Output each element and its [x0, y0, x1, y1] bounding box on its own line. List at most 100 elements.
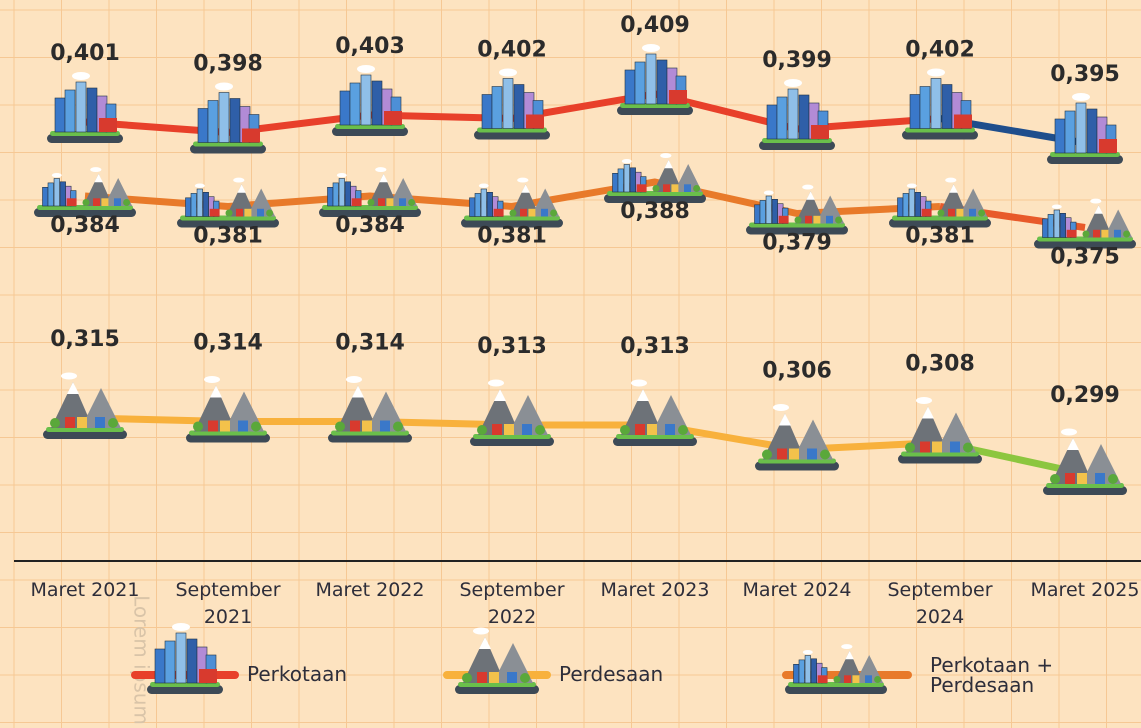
icon-building	[818, 675, 828, 683]
icon-building	[799, 95, 809, 139]
icon-house	[805, 216, 812, 224]
icon-tree	[835, 217, 842, 224]
data-point-icon	[319, 167, 421, 217]
x-tick-label: Maret 2022	[308, 577, 432, 604]
icon-house	[65, 417, 75, 428]
icon-house	[1093, 230, 1100, 238]
icon-house	[362, 421, 372, 432]
icon-building	[199, 669, 217, 683]
icon-cloud	[499, 69, 517, 77]
icon-cloud	[61, 373, 77, 380]
value-label: 0,402	[477, 38, 547, 63]
data-point-icon	[1047, 93, 1123, 164]
icon-building	[65, 90, 75, 132]
icon-snow	[521, 184, 529, 192]
icon-house	[541, 209, 548, 217]
icon-building	[481, 189, 487, 217]
icon-cloud	[346, 376, 362, 383]
icon-cloud	[1061, 429, 1077, 436]
icon-house	[504, 424, 514, 435]
value-label: 0,381	[477, 224, 547, 249]
icon-tree	[938, 210, 945, 217]
icon-building	[210, 209, 220, 217]
icon-tree	[83, 199, 90, 206]
icon-building	[503, 79, 513, 129]
value-label: 0,401	[50, 41, 120, 66]
icon-house	[101, 198, 108, 206]
icon-snow	[494, 389, 506, 401]
legend-icon	[147, 623, 223, 694]
icon-building	[99, 118, 117, 132]
icon-snow	[352, 386, 364, 398]
icon-building	[772, 199, 778, 223]
data-point-icon	[177, 178, 279, 228]
icon-building	[779, 216, 789, 224]
value-label: 0,388	[620, 199, 690, 224]
icon-cloud	[916, 397, 932, 404]
icon-cloud	[660, 153, 671, 158]
icon-building	[165, 641, 175, 683]
icon-house	[852, 675, 859, 683]
icon-house	[528, 209, 535, 217]
value-label: 0,395	[1050, 62, 1120, 87]
icon-building	[1048, 214, 1054, 237]
icon-building	[352, 198, 362, 206]
icon-building	[328, 187, 334, 206]
icon-cloud	[90, 167, 101, 172]
icon-tree	[620, 425, 630, 435]
value-label: 0,398	[193, 52, 263, 77]
icon-house	[777, 449, 787, 460]
icon-building	[526, 115, 544, 129]
icon-building	[514, 85, 524, 129]
icon-cloud	[802, 185, 813, 190]
icon-building	[54, 179, 60, 207]
icon-house	[522, 424, 532, 435]
x-tick-label: September 2024	[878, 577, 1002, 631]
icon-building	[788, 89, 798, 139]
chart: Lorem ipsum0,4010,3980,4030,4020,4090,39…	[0, 0, 1141, 728]
icon-cloud	[517, 178, 528, 183]
icon-cloud	[375, 167, 386, 172]
icon-house	[789, 449, 799, 460]
icon-house	[380, 421, 390, 432]
icon-tree	[462, 673, 472, 683]
icon-building	[372, 81, 382, 125]
icon-house	[399, 198, 406, 206]
icon-cloud	[72, 72, 90, 80]
icon-house	[1077, 473, 1087, 484]
data-point-icon	[613, 380, 697, 447]
data-point-icon	[1034, 199, 1136, 249]
legend-label: Perdesaan	[559, 664, 663, 684]
legend-icon	[455, 628, 539, 695]
icon-cloud	[764, 191, 774, 195]
value-label: 0,399	[762, 48, 832, 73]
icon-building	[1060, 213, 1066, 237]
icon-house	[684, 184, 691, 192]
icon-building	[1087, 109, 1097, 153]
icon-house	[813, 216, 820, 224]
icon-building	[910, 95, 920, 129]
icon-house	[663, 184, 670, 192]
data-point-icon	[328, 376, 412, 443]
icon-building	[67, 198, 77, 206]
icon-building	[60, 182, 66, 206]
icon-house	[826, 216, 833, 224]
value-label: 0,409	[620, 13, 690, 38]
x-tick-label: September 2022	[450, 577, 574, 631]
icon-house	[114, 198, 121, 206]
icon-building	[1099, 139, 1117, 153]
icon-cloud	[622, 159, 632, 163]
icon-building	[760, 200, 766, 223]
icon-house	[1095, 473, 1105, 484]
icon-house	[350, 421, 360, 432]
icon-house	[208, 421, 218, 432]
value-label: 0,402	[905, 38, 975, 63]
icon-tree	[834, 676, 841, 683]
icon-cloud	[907, 184, 917, 188]
data-point-icon	[470, 380, 554, 447]
icon-house	[969, 209, 976, 217]
value-label: 0,375	[1050, 245, 1120, 270]
icon-building	[954, 115, 972, 129]
data-point-icon	[604, 153, 706, 203]
value-label: 0,299	[1050, 383, 1120, 408]
